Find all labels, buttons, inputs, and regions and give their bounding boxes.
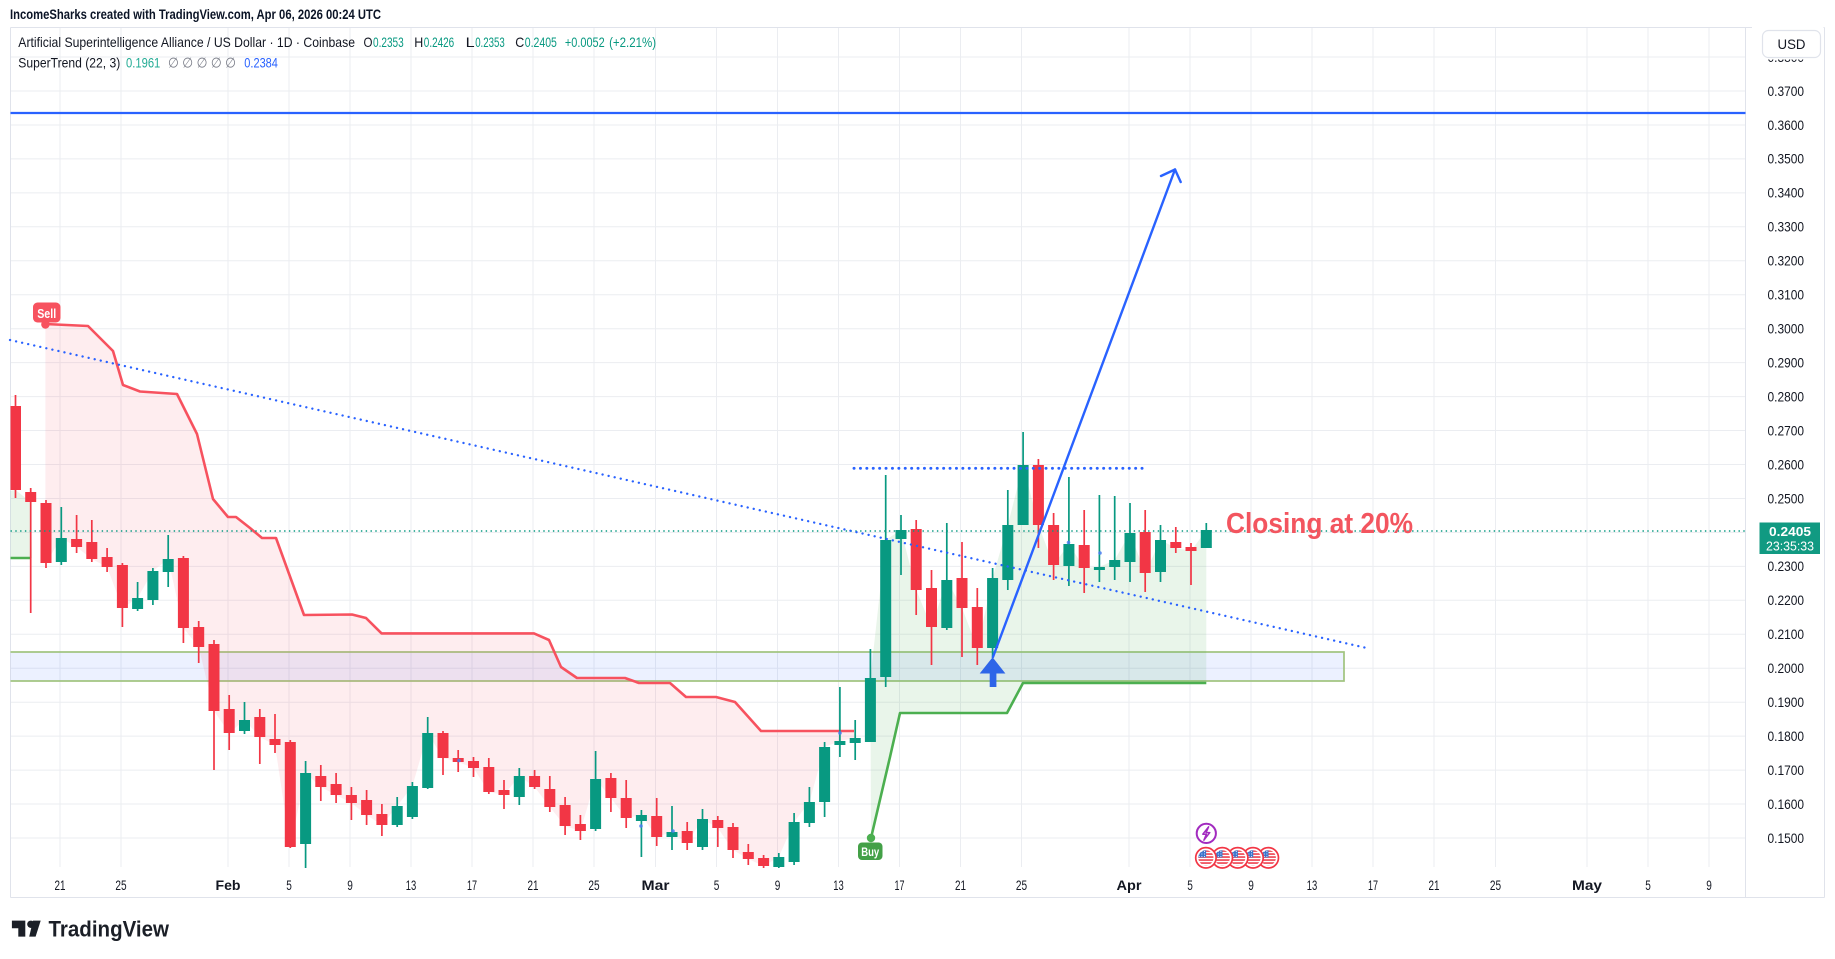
- svg-text:0.3000: 0.3000: [1768, 322, 1805, 337]
- svg-text:H: H: [414, 34, 423, 50]
- svg-text:Artificial Superintelligence A: Artificial Superintelligence Alliance / …: [18, 34, 355, 50]
- svg-text:9: 9: [1248, 877, 1254, 893]
- svg-text:0.2384: 0.2384: [244, 55, 278, 71]
- svg-text:23:35:33: 23:35:33: [1766, 539, 1814, 553]
- svg-text:5: 5: [286, 877, 292, 893]
- svg-text:0.2300: 0.2300: [1768, 559, 1805, 574]
- svg-text:21: 21: [528, 877, 539, 893]
- svg-text:Buy: Buy: [861, 847, 879, 859]
- svg-text:5: 5: [714, 877, 720, 893]
- svg-text:25: 25: [115, 877, 126, 893]
- svg-text:(+2.21%): (+2.21%): [609, 34, 656, 50]
- svg-text:0.2426: 0.2426: [424, 34, 455, 50]
- svg-text:25: 25: [1016, 877, 1027, 893]
- svg-text:25: 25: [1490, 877, 1501, 893]
- svg-text:SuperTrend (22, 3): SuperTrend (22, 3): [18, 55, 120, 71]
- svg-text:0.2500: 0.2500: [1768, 491, 1805, 506]
- svg-text:0.1900: 0.1900: [1768, 695, 1805, 710]
- svg-text:0.3500: 0.3500: [1768, 152, 1805, 167]
- svg-text:0.1800: 0.1800: [1768, 729, 1805, 744]
- svg-text:13: 13: [406, 877, 417, 893]
- svg-text:5: 5: [1645, 877, 1651, 893]
- svg-text:0.2405: 0.2405: [1769, 524, 1811, 539]
- svg-text:Apr: Apr: [1117, 877, 1143, 893]
- svg-text:9: 9: [347, 877, 353, 893]
- svg-text:0.3600: 0.3600: [1768, 118, 1805, 133]
- svg-text:0.2900: 0.2900: [1768, 355, 1805, 370]
- svg-text:0.2600: 0.2600: [1768, 457, 1805, 472]
- svg-text:0.2405: 0.2405: [525, 34, 557, 50]
- svg-text:0.2353: 0.2353: [373, 34, 404, 50]
- svg-text:0.2200: 0.2200: [1768, 593, 1805, 608]
- svg-text:17: 17: [895, 877, 905, 893]
- svg-text:0.2100: 0.2100: [1768, 627, 1805, 642]
- svg-text:0.3200: 0.3200: [1768, 254, 1805, 269]
- svg-text:0.1961: 0.1961: [126, 55, 160, 71]
- svg-text:5: 5: [1187, 877, 1193, 893]
- svg-text:0.3300: 0.3300: [1768, 220, 1805, 235]
- svg-text:TradingView: TradingView: [49, 916, 170, 941]
- svg-text:0.3700: 0.3700: [1768, 84, 1805, 99]
- svg-text:0.1500: 0.1500: [1768, 831, 1805, 846]
- svg-text:21: 21: [55, 877, 66, 893]
- svg-text:21: 21: [1429, 877, 1440, 893]
- svg-text:9: 9: [775, 877, 781, 893]
- svg-text:C: C: [515, 34, 524, 50]
- svg-text:IncomeSharks created with Trad: IncomeSharks created with TradingView.co…: [10, 7, 381, 22]
- svg-text:0.2353: 0.2353: [475, 34, 505, 50]
- svg-text:L: L: [466, 34, 475, 50]
- svg-text:O: O: [364, 34, 373, 50]
- svg-text:∅ ∅ ∅ ∅ ∅: ∅ ∅ ∅ ∅ ∅: [168, 55, 236, 71]
- svg-text:May: May: [1572, 877, 1602, 893]
- svg-text:17: 17: [467, 877, 477, 893]
- svg-text:Sell: Sell: [37, 307, 56, 321]
- svg-text:13: 13: [1307, 877, 1318, 893]
- svg-text:Feb: Feb: [216, 877, 241, 893]
- svg-text:17: 17: [1368, 877, 1378, 893]
- svg-text:25: 25: [588, 877, 599, 893]
- svg-text:0.2700: 0.2700: [1768, 423, 1805, 438]
- svg-text:0.1700: 0.1700: [1768, 763, 1805, 778]
- svg-text:9: 9: [1706, 877, 1712, 893]
- svg-text:Closing at 20%: Closing at 20%: [1226, 508, 1413, 540]
- svg-text:13: 13: [833, 877, 844, 893]
- svg-text:21: 21: [955, 877, 966, 893]
- svg-text:+0.0052: +0.0052: [565, 34, 605, 50]
- svg-text:0.3100: 0.3100: [1768, 288, 1805, 303]
- svg-text:USD: USD: [1778, 37, 1806, 52]
- svg-text:0.2800: 0.2800: [1768, 389, 1805, 404]
- svg-text:0.3400: 0.3400: [1768, 186, 1805, 201]
- svg-text:0.2000: 0.2000: [1768, 661, 1805, 676]
- svg-text:0.1600: 0.1600: [1768, 797, 1805, 812]
- svg-text:Mar: Mar: [642, 877, 671, 893]
